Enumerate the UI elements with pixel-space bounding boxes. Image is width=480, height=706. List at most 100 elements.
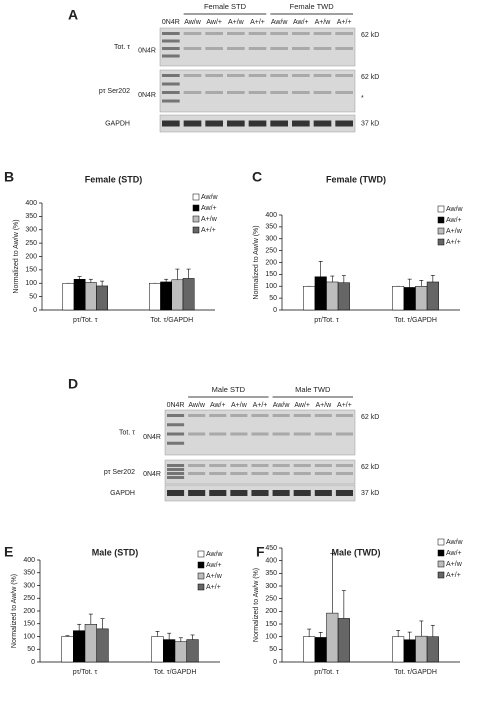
y-tick-label: 0 (33, 307, 37, 314)
band (162, 47, 180, 50)
bar (163, 639, 176, 663)
band (205, 120, 223, 127)
band (209, 490, 227, 496)
row-label: pτ Ser202 (99, 88, 130, 95)
band (227, 32, 245, 35)
band (314, 414, 332, 417)
row-label: Tot. τ (119, 429, 135, 436)
band (313, 74, 332, 77)
band (188, 414, 206, 417)
group-label: Male STD (212, 385, 246, 394)
bar (314, 637, 327, 663)
band (293, 472, 311, 475)
x-tick-label: Tot. τ/GAPDH (150, 317, 193, 324)
y-tick-label: 150 (265, 271, 277, 278)
legend-swatch (192, 215, 200, 223)
bar (186, 639, 199, 663)
band (314, 472, 332, 475)
legend-swatch (437, 571, 445, 579)
band (167, 490, 185, 496)
band (227, 120, 245, 127)
chart-title: Male (TWD) (332, 547, 381, 557)
legend-swatch (437, 560, 445, 568)
y-tick-label: 300 (25, 227, 37, 234)
band (248, 47, 267, 50)
row-label: Tot. τ (114, 44, 130, 51)
band (248, 32, 267, 35)
lane-label: Aw/w (184, 19, 202, 26)
band (205, 32, 223, 35)
legend-label: Aw/+ (206, 562, 222, 569)
group-label: Male TWD (295, 385, 331, 394)
bar (426, 636, 439, 663)
x-tick-label: pτ/Tot. τ (73, 317, 98, 324)
band (205, 47, 223, 50)
bar (303, 286, 316, 311)
y-tick-label: 250 (265, 596, 277, 603)
band (209, 472, 227, 475)
band (272, 432, 290, 436)
band (162, 74, 180, 77)
band (335, 490, 353, 496)
y-tick-label: 100 (265, 634, 277, 641)
group-label: Female TWD (290, 2, 335, 11)
y-tick-label: 200 (25, 253, 37, 260)
band (205, 74, 223, 77)
y-tick-label: 350 (25, 213, 37, 220)
band (335, 74, 353, 77)
y-tick-label: 400 (25, 200, 37, 207)
legend-label: A+/+ (446, 239, 461, 246)
bar (392, 286, 405, 311)
band (314, 464, 332, 467)
legend-label: Aw/w (206, 551, 224, 558)
panel-letter: A (68, 7, 78, 23)
bar (314, 276, 327, 311)
band (251, 414, 269, 417)
y-tick-label: 0 (273, 659, 277, 666)
band (167, 476, 185, 479)
bar (151, 636, 164, 663)
band (292, 74, 310, 77)
legend-swatch (197, 561, 205, 569)
band (162, 54, 180, 58)
kd-label: 62 kD (361, 464, 379, 471)
group-label: Female STD (204, 2, 247, 11)
bar (84, 624, 97, 663)
lane-label: 0N4R (162, 19, 180, 26)
panel-letter: D (68, 376, 78, 392)
isoform-marker: 0N4R (138, 92, 156, 99)
y-tick-label: 400 (23, 557, 35, 564)
y-tick-label: 250 (265, 247, 277, 254)
bar (326, 281, 339, 311)
bar (403, 639, 416, 663)
y-tick-label: 0 (273, 307, 277, 314)
lane-label: A+/w (231, 402, 248, 409)
x-tick-label: Tot. τ/GAPDH (394, 669, 437, 676)
panel-letter: E (4, 544, 13, 560)
row-label: GAPDH (110, 490, 135, 497)
isoform-marker: 0N4R (138, 48, 156, 55)
band (314, 490, 332, 496)
y-tick-label: 100 (265, 283, 277, 290)
y-tick-label: 150 (265, 621, 277, 628)
band (251, 490, 269, 496)
panel-letter: F (256, 544, 265, 560)
band (162, 99, 180, 103)
lane-label: A+/+ (337, 19, 352, 26)
bar (73, 278, 86, 311)
x-tick-label: pτ/Tot. τ (73, 669, 98, 676)
bar (392, 636, 405, 663)
lane-label: A+/w (315, 402, 332, 409)
legend-label: A+/w (201, 216, 218, 223)
band (272, 472, 290, 475)
bar (85, 282, 97, 311)
y-axis-label: Normalized to Aw/w (%) (253, 225, 260, 299)
y-tick-label: 100 (23, 633, 35, 640)
band (293, 490, 311, 496)
band (162, 120, 180, 127)
legend-swatch (192, 193, 200, 201)
band (293, 432, 311, 436)
band (293, 414, 311, 417)
y-tick-label: 300 (265, 236, 277, 243)
